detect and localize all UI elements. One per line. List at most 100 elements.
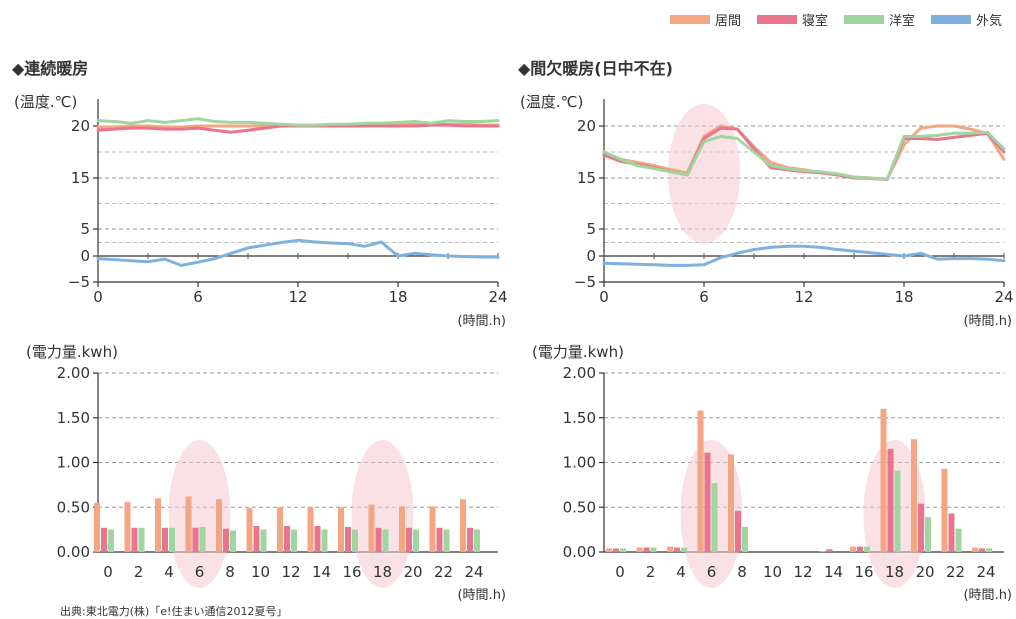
continuous-power-y-tick-label: 2.00 (57, 364, 90, 382)
continuous-temperature-y-tick-label: 5 (80, 220, 90, 238)
continuous-power-x-tick-label: 6 (195, 563, 205, 581)
continuous-power-y-tick-label: 0.50 (57, 498, 90, 516)
continuous-power-y-tick-label: 1.50 (57, 409, 90, 427)
intermittent-power-bar-18-1 (887, 449, 894, 552)
intermittent-power-bar-18-2 (894, 470, 901, 552)
continuous-power-bar-14-2 (321, 529, 328, 552)
legend-item-bedroom: 寝室 (756, 10, 828, 29)
intermittent-power-x-tick-label: 6 (707, 563, 717, 581)
continuous-power-bar-0-1 (101, 527, 107, 552)
intermittent-power-x-tick-label: 22 (946, 563, 965, 581)
continuous-temperature-x-tick-label: 0 (93, 288, 103, 306)
intermittent-power-x-tick-label: 4 (676, 563, 686, 581)
intermittent-power-bar-0-0 (606, 548, 612, 552)
source-caption: 出典:東北電力(株)「e!住まい通信2012夏号」 (60, 605, 288, 618)
continuous-power-bar-20-0 (399, 506, 405, 552)
intermittent-power-bar-20-2 (925, 517, 931, 552)
continuous-power-bar-0-0 (94, 502, 100, 552)
continuous-power-bar-0-2 (108, 529, 114, 552)
intermittent-temperature-y-tick-label: 15 (577, 169, 596, 187)
intermittent-power-bar-8-0 (728, 454, 734, 552)
intermittent-temperature-ylabel: (温度.℃) (520, 93, 583, 111)
continuous-power-bar-2-2 (138, 527, 145, 552)
continuous-power-bar-12-0 (277, 507, 283, 553)
intermittent-power-bar-6-2 (711, 483, 718, 552)
continuous-temperature-y-tick-label: 0 (80, 247, 90, 265)
legend-item-living: 居間 (669, 10, 741, 29)
intermittent-power-x-tick-label: 0 (615, 563, 625, 581)
intermittent-power-x-tick-label: 8 (737, 563, 747, 581)
continuous-power-bar-10-2 (260, 529, 267, 552)
intermittent-power-bar-6-0 (697, 410, 704, 552)
intermittent-power-bar-20-1 (918, 503, 924, 552)
intermittent-power-ylabel: (電力量.kwh) (532, 343, 624, 361)
intermittent-temperature-x-tick-label: 6 (699, 288, 709, 306)
continuous-power-bar-24-1 (467, 527, 473, 552)
continuous-temperature-xlabel: (時間.h) (457, 314, 506, 329)
continuous-temperature-x-tick-label: 18 (388, 288, 407, 306)
intermittent-power-bar-0-2 (620, 548, 626, 552)
intermittent-power-x-tick-label: 24 (976, 563, 995, 581)
intermittent-power-bar-2-2 (650, 547, 657, 552)
continuous-power-bar-18-1 (375, 527, 382, 552)
intermittent-power-bar-22-1 (948, 513, 955, 552)
continuous-power-bar-8-2 (230, 530, 236, 552)
legend-item-western-room: 洋室 (843, 10, 915, 29)
legend-label: 外気 (975, 14, 1002, 29)
intermittent-temperature-highlight-ellipse (668, 103, 740, 244)
continuous-power-x-tick-label: 10 (251, 563, 270, 581)
continuous-power-xlabel: (時間.h) (457, 588, 506, 603)
continuous-power-bar-12-1 (284, 526, 290, 552)
intermittent-power-x-tick-label: 14 (824, 563, 843, 581)
continuous-power-bar-22-2 (443, 529, 450, 552)
intermittent-temperature-x-tick-label: 18 (894, 288, 913, 306)
intermittent-power-bar-2-1 (643, 547, 650, 552)
continuous-power-bar-18-2 (382, 529, 389, 552)
legend-swatch (669, 15, 710, 24)
legend-swatch (756, 15, 797, 24)
intermittent-temperature-x-tick-label: 24 (994, 288, 1013, 306)
intermittent-power-bar-16-2 (864, 546, 870, 552)
continuous-power-bar-6-1 (192, 527, 199, 552)
intermittent-temperature-xlabel: (時間.h) (963, 314, 1012, 329)
intermittent-power-y-tick-label: 1.00 (563, 454, 596, 472)
continuous-temperature-series-line-2 (96, 117, 500, 127)
continuous-power-bar-16-1 (345, 526, 351, 552)
intermittent-power-x-tick-label: 20 (915, 563, 934, 581)
continuous-power-bar-8-0 (216, 499, 222, 552)
intermittent-power-bar-16-0 (850, 546, 856, 552)
title-intermittent-heating: ◆間欠暖房(日中不在) (518, 59, 673, 78)
intermittent-power-bar-4-0 (667, 546, 673, 552)
intermittent-power-bar-24-1 (979, 548, 985, 552)
intermittent-power-bar-20-0 (911, 439, 917, 552)
continuous-power-y-tick-label: 0.00 (57, 543, 90, 561)
intermittent-temperature-x-tick-label: 12 (794, 288, 813, 306)
intermittent-temperature-y-tick-label: −5 (574, 273, 596, 291)
continuous-power-bar-4-0 (155, 498, 161, 552)
continuous-power-bar-20-1 (406, 527, 412, 552)
continuous-power-bar-18-0 (368, 504, 375, 552)
intermittent-temperature-y-tick-label: 5 (586, 220, 596, 238)
intermittent-power-bar-18-0 (880, 408, 887, 552)
continuous-power-highlight-ellipse (168, 440, 231, 588)
intermittent-power-bar-8-2 (742, 526, 748, 552)
intermittent-power-bar-16-1 (857, 546, 863, 552)
title-continuous-heating: ◆連続暖房 (12, 59, 89, 78)
continuous-power-x-tick-label: 22 (434, 563, 453, 581)
intermittent-power-bar-0-1 (613, 548, 619, 552)
continuous-power-x-tick-label: 2 (134, 563, 144, 581)
legend-label: 洋室 (888, 14, 915, 29)
continuous-power-bar-6-0 (185, 496, 192, 552)
continuous-power-bar-22-0 (429, 506, 436, 552)
intermittent-power-bar-8-1 (735, 510, 741, 552)
continuous-power-bar-6-2 (199, 526, 206, 552)
legend: 居間 寝室 洋室 外気 (669, 10, 1002, 29)
continuous-power-x-tick-label: 8 (225, 563, 235, 581)
continuous-power-bar-2-1 (131, 527, 138, 552)
intermittent-power-y-tick-label: 0.00 (563, 543, 596, 561)
continuous-power-highlight-ellipse (351, 440, 414, 588)
continuous-temperature-series-line-3 (96, 238, 500, 267)
intermittent-power-y-tick-label: 2.00 (563, 364, 596, 382)
